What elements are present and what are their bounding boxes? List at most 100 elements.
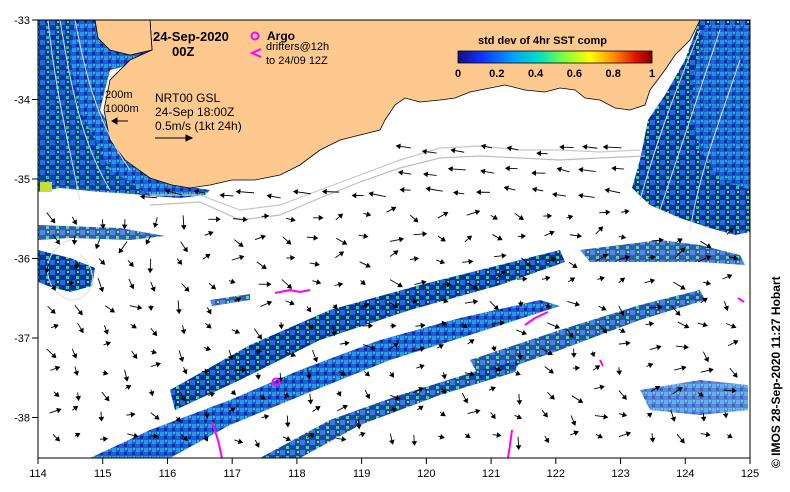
current-arrow: [46, 348, 57, 359]
current-arrow: [559, 144, 574, 151]
current-arrow: [648, 254, 656, 261]
current-arrow: [441, 372, 447, 380]
current-arrow: [285, 300, 295, 306]
sst-streak-2: [90, 300, 560, 458]
current-arrow: [281, 279, 293, 289]
current-arrow: [101, 391, 110, 402]
current-arrow: [725, 323, 737, 329]
current-arrow: [150, 361, 161, 368]
current-arrow: [206, 307, 212, 315]
current-arrow: [127, 259, 134, 268]
current-arrow: [306, 234, 319, 241]
plot-frame: [37, 19, 751, 459]
current-arrow: [305, 367, 312, 380]
x-tick-label: 114: [29, 468, 47, 480]
current-arrow: [438, 433, 445, 440]
current-arrow: [285, 216, 296, 223]
current-arrow: [567, 301, 581, 307]
current-arrow: [569, 232, 582, 239]
current-arrow: [71, 348, 78, 359]
current-arrow: [412, 387, 424, 394]
current-arrow: [339, 340, 350, 347]
current-arrow: [618, 431, 632, 438]
current-arrow: [125, 384, 132, 390]
current-arrow: [650, 385, 661, 392]
current-arrow: [98, 258, 106, 265]
current-arrow: [312, 349, 319, 363]
current-arrow: [99, 219, 106, 230]
current-arrow: [181, 283, 190, 292]
current-arrow: [150, 327, 158, 337]
current-arrow: [488, 386, 496, 392]
current-arrow: [359, 261, 371, 268]
argo-legend-title: Argo: [267, 29, 295, 43]
current-arrow: [467, 282, 479, 290]
current-arrow: [611, 165, 624, 172]
x-tick-label: 121: [482, 468, 500, 480]
current-arrow: [425, 186, 443, 192]
current-arrow: [467, 408, 481, 415]
current-arrow: [568, 261, 578, 268]
isobath-1000-label: 1000m: [105, 103, 139, 115]
current-arrow: [544, 302, 552, 309]
current-arrow: [728, 255, 739, 261]
current-arrow: [702, 351, 709, 363]
x-tick-label: 123: [611, 468, 629, 480]
current-arrow: [409, 214, 419, 223]
current-arrow: [676, 433, 685, 444]
current-arrow: [723, 387, 737, 394]
colorbar-tick-label: 1: [649, 68, 655, 80]
current-arrow: [414, 279, 427, 286]
current-arrow: [544, 230, 555, 237]
current-arrow: [334, 281, 344, 288]
current-arrow: [492, 432, 502, 438]
current-arrow: [572, 365, 581, 371]
y-axis: -33 -34 -35 -36 -37 -38: [14, 15, 38, 425]
current-arrow: [126, 411, 136, 418]
current-arrow: [582, 144, 598, 150]
colorbar-tick-label: 0.8: [606, 68, 621, 80]
map-date: 24-Sep-2020: [153, 29, 229, 44]
current-arrow: [307, 433, 315, 439]
current-arrow: [515, 436, 522, 451]
current-arrow: [491, 320, 506, 326]
current-arrow: [552, 191, 567, 198]
current-arrow: [389, 371, 395, 378]
current-arrow: [453, 190, 465, 196]
current-arrow: [566, 328, 574, 338]
current-arrow: [700, 367, 714, 374]
current-arrow: [503, 185, 516, 192]
current-arrow: [514, 212, 524, 221]
current-arrow: [44, 263, 51, 274]
isobath-scale-arrow: [111, 117, 128, 125]
y-tick-label: -33: [14, 15, 30, 27]
current-arrow: [464, 371, 475, 377]
current-arrow: [618, 411, 628, 418]
sst-data-strip: [38, 225, 165, 240]
current-arrow: [397, 169, 412, 176]
current-arrow: [618, 327, 626, 333]
current-arrow: [180, 325, 187, 335]
current-arrow: [592, 365, 601, 371]
current-arrow: [145, 235, 152, 245]
current-arrow: [541, 409, 548, 418]
current-arrow: [618, 340, 631, 347]
current-arrow: [480, 168, 495, 175]
current-arrow: [358, 431, 366, 438]
current-arrow: [258, 281, 272, 288]
current-arrow: [464, 235, 473, 243]
current-arrow: [421, 148, 437, 155]
current-arrow: [700, 240, 712, 249]
current-arrow: [338, 370, 347, 376]
current-arrow: [726, 227, 734, 235]
current-arrow: [618, 255, 631, 261]
current-arrow: [283, 392, 290, 398]
current-arrow: [616, 367, 623, 376]
current-arrow: [286, 254, 296, 261]
current-arrow: [256, 261, 267, 270]
current-arrow: [415, 322, 426, 329]
current-arrow: [332, 303, 338, 310]
y-tick-label: -38: [14, 413, 30, 425]
current-arrow: [193, 188, 205, 195]
